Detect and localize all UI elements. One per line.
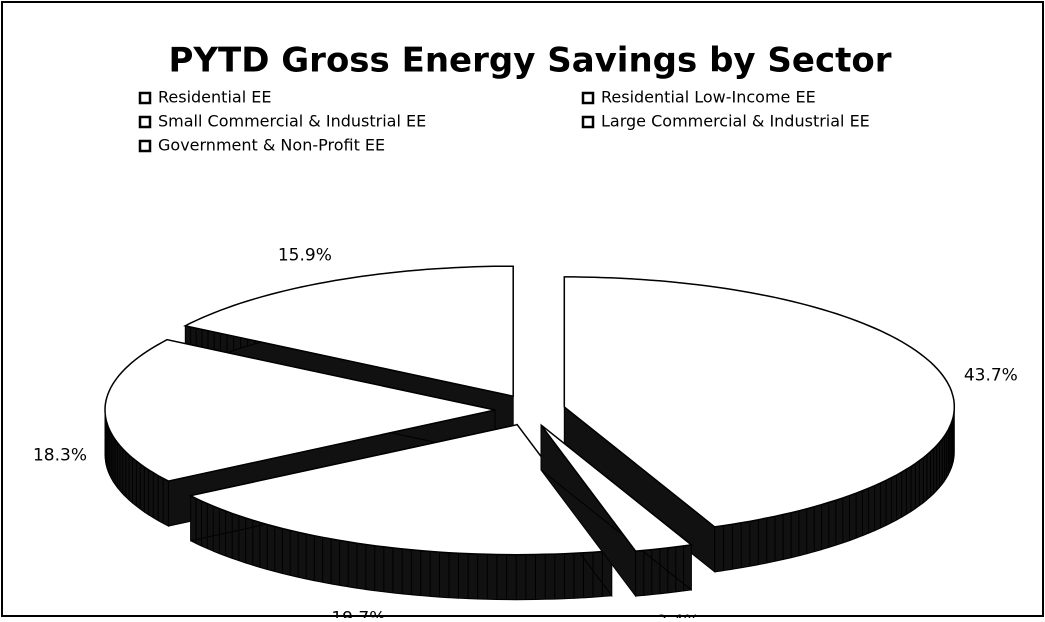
legend-swatch [138,115,152,129]
data-label: 19.7% [331,609,385,618]
chart-title: PYTD Gross Energy Savings by Sector [168,41,891,81]
legend-label: Residential EE [158,88,271,107]
legend-swatch [581,91,595,105]
legend-label: Small Commercial & Industrial EE [158,112,426,131]
slice [188,423,614,556]
slice [540,424,694,552]
legend-swatch [581,115,595,129]
data-label: 2.4% [656,612,699,618]
legend-label: Large Commercial & Industrial EE [601,112,870,131]
data-label: 43.7% [964,365,1018,385]
legend-label: Government & Non-Profit EE [158,136,385,155]
legend-swatch [138,91,152,105]
slice [563,276,956,528]
slice [183,265,514,398]
legend-label: Residential Low-Income EE [601,88,816,107]
slice [104,338,496,482]
legend-swatch [138,139,152,153]
data-label: 18.3% [33,446,87,466]
data-label: 15.9% [278,246,332,266]
